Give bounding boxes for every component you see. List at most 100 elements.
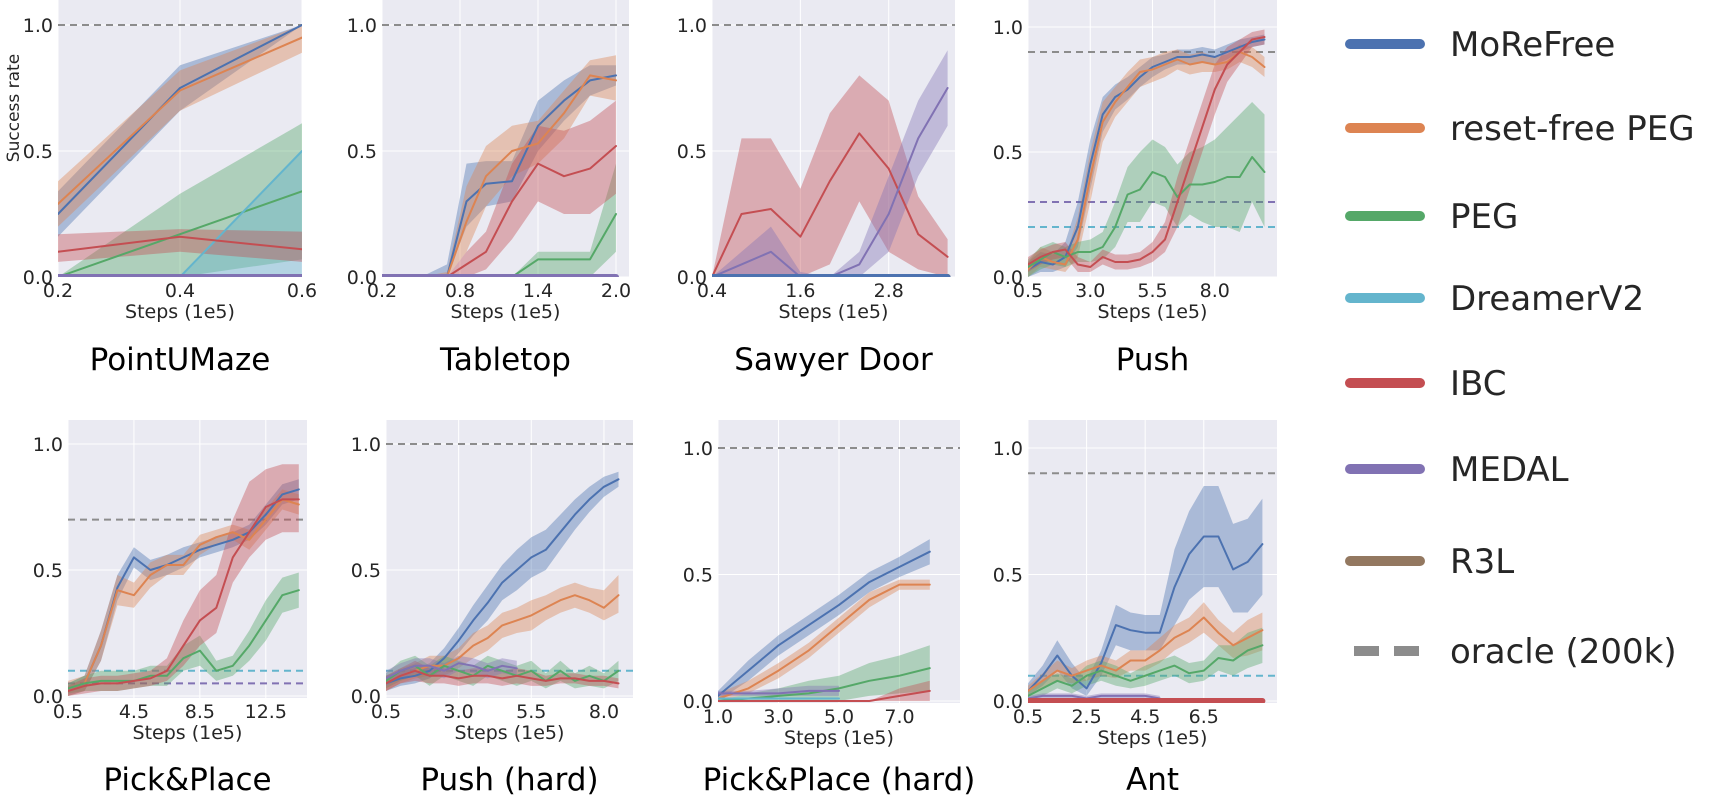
morefree-line: [382, 74, 617, 277]
x-tick-label: 0.8: [445, 280, 475, 302]
legend: MoReFree reset-free PEG PEG DreamerV2 IBC MED…: [1345, 25, 1695, 672]
y-tick-label: 0.0: [351, 686, 381, 708]
medal-line: [718, 689, 840, 695]
y-tick-label: 1.0: [677, 15, 707, 37]
y-tick-label: 0.5: [33, 560, 63, 582]
plot-marks: [712, 24, 955, 277]
x-tick-label: 1.4: [523, 280, 553, 302]
plot-marks: [386, 443, 633, 691]
x-axis-label: Steps (1e5): [784, 727, 894, 749]
x-tick-label: 2.8: [874, 280, 904, 302]
x-tick-label: 8.5: [185, 701, 215, 723]
x-tick-label: 2.0: [601, 280, 631, 302]
y-tick-label: 0.0: [993, 267, 1023, 289]
x-tick-label: 3.0: [1075, 280, 1105, 302]
x-tick-label: 5.5: [1137, 280, 1167, 302]
x-tick-label: 0.5: [1013, 706, 1043, 728]
plot-marks: [382, 24, 629, 277]
plot-marks: [68, 464, 307, 696]
x-axis-label: Steps (1e5): [133, 722, 243, 744]
legend-item-r3l: R3L: [1345, 542, 1514, 582]
y-tick-label: 0.5: [23, 141, 53, 163]
legend-label: MEDAL: [1450, 450, 1569, 490]
y-tick-label: 1.0: [351, 434, 381, 456]
peg-band: [1028, 627, 1263, 701]
plot-area: [386, 420, 633, 698]
reset-free-peg-band: [386, 575, 619, 691]
legend-label: reset-free PEG: [1450, 109, 1695, 149]
y-tick-label: 0.0: [33, 686, 63, 708]
panel-1: 0.0 0.5 1.0 0.2 0.4 0.6 Steps (1e5) Success rat…: [4, 0, 317, 378]
panel-2: 0.0 0.5 1.0 0.2 0.8 1.4 2.0 Steps (1e5) Tabletop: [347, 0, 631, 378]
legend-item-medal: MEDAL: [1345, 450, 1569, 490]
legend-item-dreamerv2: DreamerV2: [1345, 279, 1644, 319]
ibc-band: [58, 229, 302, 262]
legend-label: PEG: [1450, 197, 1518, 237]
x-tick-label: 8.0: [589, 701, 619, 723]
panel-title: Sawyer Door: [734, 342, 933, 378]
peg-line: [1028, 644, 1264, 697]
plot-marks: [58, 24, 302, 277]
y-tick-label: 0.0: [347, 267, 377, 289]
ibc-band: [382, 100, 616, 277]
morefree-line: [718, 550, 931, 697]
y-tick-label: 0.5: [993, 142, 1023, 164]
y-tick-label: 1.0: [347, 15, 377, 37]
legend-item-ibc: IBC: [1345, 364, 1507, 404]
ibc-band: [1028, 29, 1265, 272]
y-tick-label: 1.0: [683, 438, 713, 460]
peg-band: [68, 572, 299, 694]
x-tick-label: 4.5: [119, 701, 149, 723]
x-tick-label: 12.5: [245, 701, 287, 723]
morefree-band: [58, 25, 302, 237]
legend-item-peg: PEG: [1345, 197, 1518, 237]
x-tick-label: 3.0: [444, 701, 474, 723]
dreamerv2-line: [58, 150, 302, 277]
x-axis-label: Steps (1e5): [455, 722, 565, 744]
reset-free-peg-line: [58, 36, 302, 205]
y-tick-label: 0.5: [683, 565, 713, 587]
morefree-band: [1028, 486, 1263, 696]
x-tick-label: 5.5: [516, 701, 546, 723]
y-tick-label: 1.0: [33, 434, 63, 456]
reset-free-peg-line: [1028, 51, 1266, 271]
panel-title: Ant: [1126, 762, 1179, 797]
y-tick-label: 0.0: [23, 267, 53, 289]
panel-title: Tabletop: [439, 342, 571, 378]
y-tick-label: 0.0: [677, 267, 707, 289]
x-tick-label: 0.5: [371, 701, 401, 723]
morefree-band: [718, 539, 930, 701]
peg-band: [58, 123, 302, 277]
x-axis-label: Steps (1e5): [1098, 301, 1208, 323]
legend-item-reset-free-peg: reset-free PEG: [1345, 109, 1695, 149]
x-tick-label: 7.0: [884, 706, 914, 728]
reset-free-peg-line: [382, 74, 617, 277]
peg-line: [1028, 156, 1266, 268]
ibc-line: [68, 498, 300, 692]
x-tick-label: 3.0: [763, 706, 793, 728]
x-axis-label: Steps (1e5): [451, 301, 561, 323]
y-tick-label: 0.5: [677, 141, 707, 163]
legend-label: IBC: [1450, 364, 1507, 404]
medal-band: [386, 655, 517, 686]
morefree-band: [68, 479, 299, 696]
reset-free-peg-band: [68, 489, 299, 696]
plot-marks: [1028, 29, 1277, 277]
medal-line: [712, 87, 949, 277]
reset-free-peg-line: [386, 594, 620, 685]
ibc-band: [68, 464, 299, 696]
peg-line: [58, 190, 302, 277]
panel-title: Pick&Place (hard): [703, 762, 976, 797]
ibc-line: [58, 235, 302, 253]
legend-label: R3L: [1450, 542, 1514, 582]
plot-marks: [1028, 472, 1277, 703]
peg-band: [386, 655, 619, 689]
reset-free-peg-band: [58, 25, 302, 227]
x-tick-label: 0.6: [287, 280, 317, 302]
peg-band: [718, 645, 930, 701]
